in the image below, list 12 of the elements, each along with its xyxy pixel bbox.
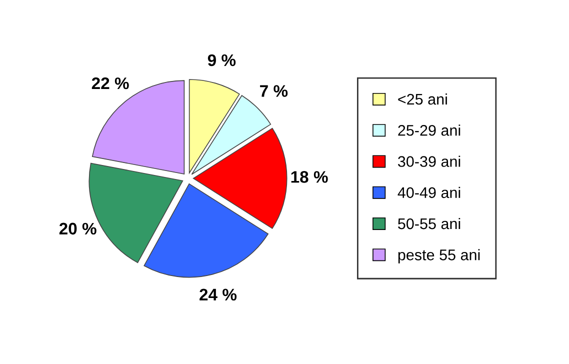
data-label: 9 % — [208, 54, 236, 66]
legend-label: peste 55 ani — [398, 249, 480, 264]
legend-label: 25-29 ani — [398, 124, 460, 136]
data-label: 22 % — [92, 77, 129, 90]
data-label: 20 % — [59, 222, 96, 235]
data-label: 7 % — [260, 85, 288, 97]
legend-label: 40-49 ani — [398, 186, 460, 198]
data-label: 18 % — [291, 171, 328, 183]
legend-label: 30-39 ani — [398, 156, 460, 167]
data-label: 24 % — [200, 288, 237, 301]
legend-label: <25 ani — [398, 93, 447, 105]
legend-label: 50-55 ani — [398, 218, 460, 230]
